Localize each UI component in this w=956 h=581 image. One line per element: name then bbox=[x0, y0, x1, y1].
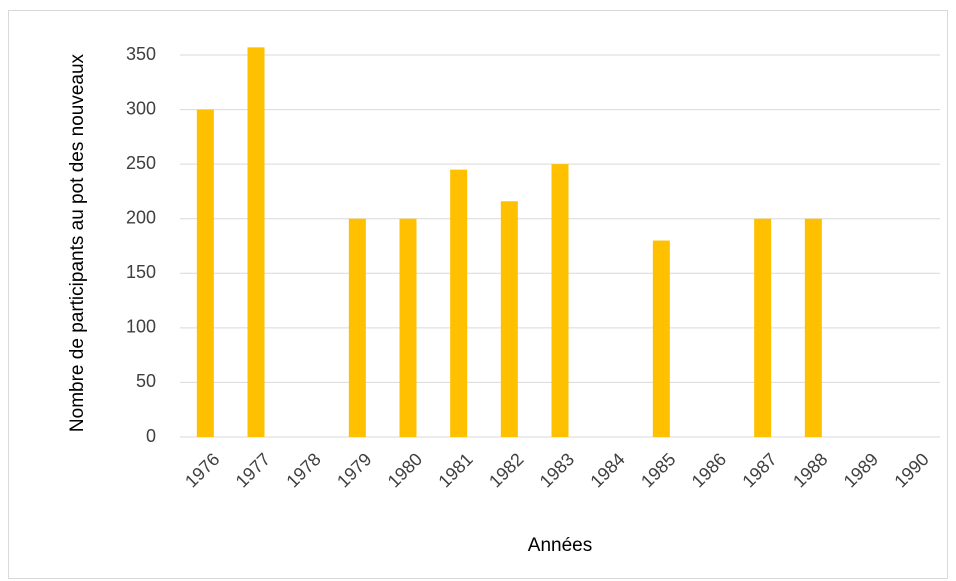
bar bbox=[500, 201, 518, 437]
y-axis-label: Nombre de participants au pot des nouvea… bbox=[67, 53, 88, 433]
bar bbox=[754, 218, 772, 437]
bar bbox=[450, 169, 468, 437]
bar bbox=[804, 218, 822, 437]
y-tick-label: 350 bbox=[126, 44, 156, 64]
chart-border bbox=[8, 10, 948, 579]
y-tick-label: 50 bbox=[136, 371, 156, 391]
y-tick-label: 0 bbox=[146, 426, 156, 446]
y-tick-label: 250 bbox=[126, 153, 156, 173]
bar bbox=[196, 109, 214, 438]
bar bbox=[652, 240, 670, 437]
y-tick-label: 150 bbox=[126, 262, 156, 282]
y-tick-label: 200 bbox=[126, 207, 156, 227]
x-axis-label: Années bbox=[528, 535, 592, 556]
bar bbox=[551, 164, 569, 437]
bar bbox=[399, 218, 417, 437]
bar bbox=[247, 47, 265, 438]
bar bbox=[348, 218, 366, 437]
y-tick-label: 300 bbox=[126, 98, 156, 118]
y-tick-label: 100 bbox=[126, 317, 156, 337]
